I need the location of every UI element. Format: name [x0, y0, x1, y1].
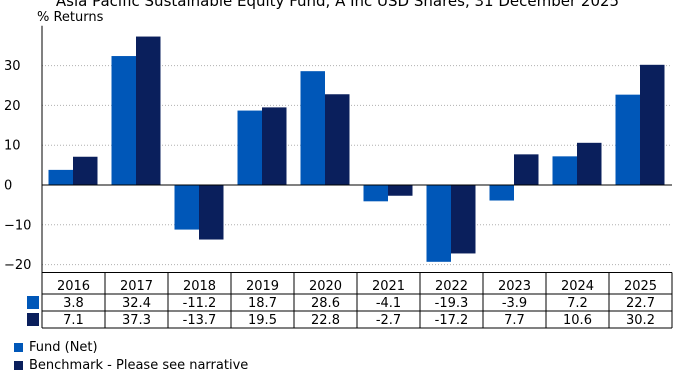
data-label-fund: 22.7: [626, 296, 655, 311]
legend-item-benchmark: Benchmark - Please see narrative: [14, 358, 248, 373]
x-tick-label: 2024: [561, 279, 594, 294]
data-label-fund: -19.3: [435, 296, 469, 311]
bar-benchmark: [262, 107, 287, 185]
bar-benchmark: [640, 64, 665, 185]
data-label-fund: 18.7: [248, 296, 277, 311]
data-label-benchmark: 30.2: [626, 313, 655, 328]
chart-title: Asia Pacific Sustainable Equity Fund, A …: [55, 0, 620, 10]
bar-benchmark: [199, 185, 224, 240]
bar-fund: [237, 110, 262, 185]
x-tick-label: 2020: [309, 279, 342, 294]
data-label-benchmark: -17.2: [435, 313, 469, 328]
bar-fund: [615, 94, 640, 185]
y-axis-label: % Returns: [37, 10, 104, 25]
bar-fund: [174, 185, 199, 230]
y-tick-label: 0: [4, 179, 12, 194]
legend-item-fund: Fund (Net): [14, 340, 98, 355]
table-swatch-benchmark: [27, 313, 39, 326]
x-tick-label: 2019: [246, 279, 279, 294]
y-tick-label: −10: [4, 218, 31, 233]
data-label-fund: 7.2: [567, 296, 588, 311]
bar-benchmark: [388, 185, 413, 196]
bar-fund: [363, 185, 388, 202]
data-label-benchmark: -13.7: [183, 313, 217, 328]
returns-bar-chart: % Returns −20 −10 0 10 20 30 2016 3.8 7.1 2017 32.4…: [4, 10, 673, 329]
data-label-fund: -3.9: [502, 296, 527, 311]
bar-fund: [426, 185, 451, 262]
bar-benchmark: [73, 156, 98, 185]
bar-fund: [300, 71, 325, 185]
y-tick-label: 20: [4, 99, 21, 114]
legend-label-fund: Fund (Net): [29, 340, 98, 355]
data-label-benchmark: 22.8: [311, 313, 340, 328]
legend-label-benchmark: Benchmark - Please see narrative: [29, 358, 249, 373]
data-label-fund: 32.4: [122, 296, 151, 311]
x-tick-label: 2017: [120, 279, 153, 294]
bar-fund: [48, 169, 73, 185]
bar-fund: [489, 185, 514, 201]
bar-benchmark: [325, 94, 350, 185]
x-tick-label: 2018: [183, 279, 216, 294]
y-tick-label: 10: [4, 139, 21, 154]
data-label-fund: -4.1: [376, 296, 401, 311]
data-label-benchmark: 19.5: [248, 313, 277, 328]
data-label-benchmark: 7.1: [63, 313, 84, 328]
data-label-benchmark: 7.7: [504, 313, 525, 328]
x-tick-label: 2025: [624, 279, 657, 294]
x-tick-label: 2022: [435, 279, 468, 294]
y-tick-label: −20: [4, 258, 31, 273]
data-label-benchmark: -2.7: [376, 313, 401, 328]
x-tick-label: 2016: [57, 279, 90, 294]
bar-benchmark: [577, 142, 602, 185]
data-label-fund: -11.2: [183, 296, 217, 311]
bar-benchmark: [451, 185, 476, 254]
x-tick-label: 2021: [372, 279, 405, 294]
y-tick-label: 30: [4, 59, 21, 74]
legend-swatch-fund: [14, 343, 23, 352]
data-label-benchmark: 37.3: [122, 313, 151, 328]
data-label-fund: 3.8: [63, 296, 84, 311]
bar-fund: [111, 56, 136, 185]
data-label-benchmark: 10.6: [563, 313, 592, 328]
data-label-fund: 28.6: [311, 296, 340, 311]
bar-fund: [552, 156, 577, 185]
legend-swatch-benchmark: [14, 361, 23, 370]
bar-benchmark: [514, 154, 539, 185]
table-swatch-fund: [27, 296, 39, 309]
x-tick-label: 2023: [498, 279, 531, 294]
bar-benchmark: [136, 36, 161, 185]
